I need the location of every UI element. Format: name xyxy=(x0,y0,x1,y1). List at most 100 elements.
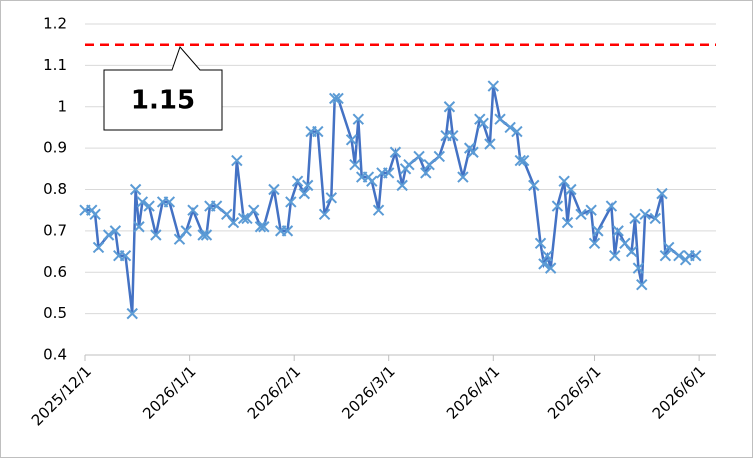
callout-box xyxy=(103,46,223,131)
y-tick-label: 1 xyxy=(57,97,67,115)
marker xyxy=(92,241,105,254)
marker xyxy=(241,212,253,225)
marker xyxy=(210,200,223,212)
marker xyxy=(538,258,550,270)
marker xyxy=(173,233,186,245)
marker xyxy=(413,150,425,163)
marker xyxy=(636,278,648,291)
marker xyxy=(332,92,344,105)
marker xyxy=(561,216,574,229)
marker xyxy=(382,167,395,179)
marker xyxy=(366,175,378,187)
marker xyxy=(291,175,304,187)
marker xyxy=(605,200,618,212)
marker xyxy=(447,130,459,142)
marker xyxy=(585,204,597,216)
marker xyxy=(163,196,176,208)
y-tick-label: 0.9 xyxy=(43,139,67,157)
marker xyxy=(690,249,702,262)
marker xyxy=(457,171,469,183)
marker xyxy=(318,208,331,221)
marker xyxy=(129,183,142,196)
y-tick-label: 0.7 xyxy=(43,221,67,239)
marker xyxy=(143,200,155,212)
marker xyxy=(423,158,435,171)
marker xyxy=(504,121,516,134)
marker xyxy=(619,237,631,249)
y-tick-label: 1.1 xyxy=(43,56,67,74)
marker xyxy=(494,113,506,125)
y-tick-label: 1.2 xyxy=(43,15,67,33)
marker xyxy=(551,200,564,212)
marker xyxy=(349,158,361,171)
marker xyxy=(517,154,530,167)
marker xyxy=(609,249,621,262)
marker xyxy=(487,80,500,92)
y-tick-label: 0.5 xyxy=(43,304,67,322)
marker xyxy=(514,154,526,167)
series-line xyxy=(85,85,696,314)
marker xyxy=(588,237,601,249)
marker xyxy=(541,249,553,262)
marker xyxy=(328,92,341,105)
marker xyxy=(345,134,358,146)
marker xyxy=(197,229,209,241)
marker xyxy=(632,262,645,274)
marker xyxy=(180,225,192,237)
marker xyxy=(126,307,138,320)
marker xyxy=(372,204,385,216)
marker xyxy=(663,241,675,254)
marker xyxy=(136,196,149,208)
marker xyxy=(403,158,415,171)
marker xyxy=(227,216,240,229)
marker xyxy=(656,187,668,200)
marker xyxy=(625,245,638,258)
marker xyxy=(389,146,402,158)
marker xyxy=(119,249,132,262)
marker xyxy=(298,187,311,200)
marker xyxy=(200,229,213,241)
marker xyxy=(150,229,162,241)
marker xyxy=(565,183,577,196)
marker xyxy=(312,125,324,138)
marker xyxy=(109,225,122,237)
marker xyxy=(89,208,101,221)
marker xyxy=(237,212,250,225)
marker xyxy=(102,229,115,241)
marker xyxy=(649,212,661,225)
marker xyxy=(443,101,456,113)
marker xyxy=(629,212,641,225)
marker xyxy=(544,262,557,274)
marker xyxy=(639,208,651,221)
marker xyxy=(301,179,314,192)
marker xyxy=(248,204,260,216)
marker xyxy=(281,225,294,237)
marker xyxy=(528,179,540,192)
marker xyxy=(352,113,365,125)
marker xyxy=(285,196,297,208)
marker xyxy=(484,138,496,150)
marker xyxy=(231,154,243,167)
marker xyxy=(511,125,523,138)
y-tick-label: 0.6 xyxy=(43,263,67,281)
marker xyxy=(254,221,267,233)
marker xyxy=(433,150,446,163)
marker xyxy=(575,208,587,221)
marker xyxy=(673,249,685,262)
marker xyxy=(534,237,547,249)
marker xyxy=(420,167,432,179)
marker xyxy=(133,221,145,233)
marker xyxy=(325,192,338,204)
marker xyxy=(268,183,280,196)
marker xyxy=(612,225,624,237)
marker xyxy=(659,249,672,262)
marker xyxy=(258,221,270,233)
marker xyxy=(467,146,479,158)
marker xyxy=(396,179,408,192)
y-tick-label: 0.8 xyxy=(43,180,67,198)
marker xyxy=(221,208,233,221)
marker xyxy=(592,225,604,237)
y-tick-label: 0.4 xyxy=(43,346,67,364)
marker xyxy=(477,117,489,130)
